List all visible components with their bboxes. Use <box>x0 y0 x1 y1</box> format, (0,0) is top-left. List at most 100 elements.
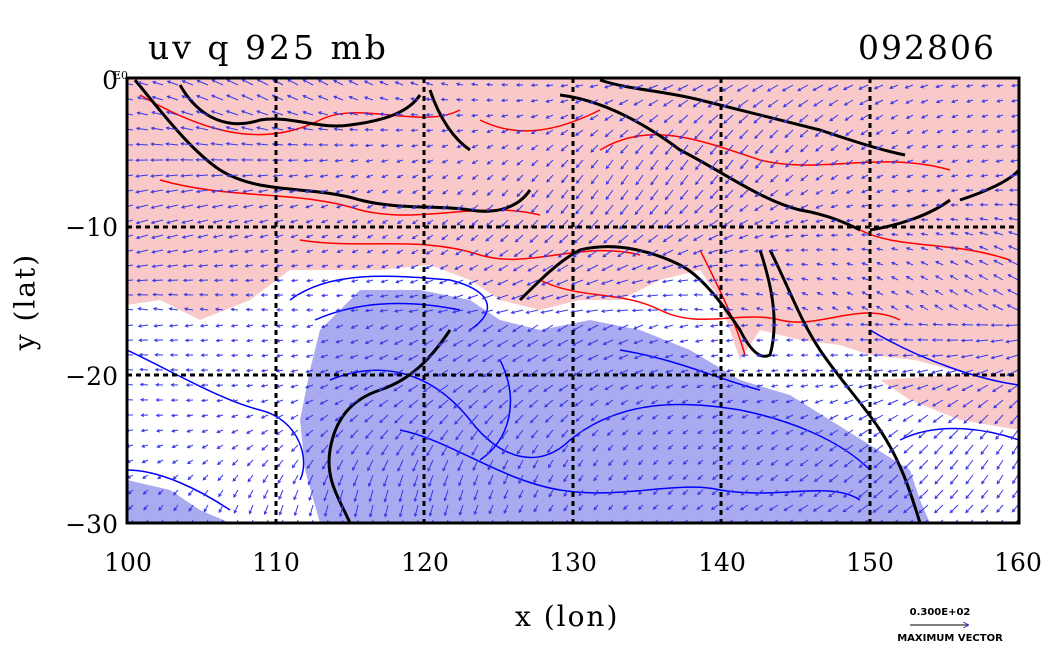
wind-vector-head <box>861 189 865 194</box>
wind-vector <box>891 262 899 266</box>
wind-vector-head <box>560 115 565 119</box>
wind-vector <box>561 84 569 87</box>
wind-vector-head <box>468 266 473 271</box>
wind-vector <box>771 459 779 466</box>
wind-vector <box>800 459 809 467</box>
wind-vector-head <box>623 491 627 496</box>
wind-vector <box>723 114 734 124</box>
wind-vector <box>903 429 914 438</box>
wind-vector-head <box>616 267 621 271</box>
wind-vector-head <box>292 480 297 485</box>
wind-vector-head <box>516 177 521 182</box>
wind-vector-head <box>322 465 326 470</box>
wind-vector-head <box>693 307 698 312</box>
wind-vector-head <box>706 87 711 92</box>
wind-vector-head <box>501 145 506 150</box>
wind-vector-head <box>240 110 245 114</box>
wind-vector-head <box>170 367 175 372</box>
wind-vector <box>847 306 854 311</box>
wind-vector-head <box>858 416 863 421</box>
wind-vector-head <box>290 354 295 358</box>
wind-vector <box>786 399 794 403</box>
wind-vector-head <box>350 189 355 194</box>
wind-vector-head <box>621 416 626 421</box>
wind-vector-head <box>736 88 741 92</box>
wind-vector <box>335 369 344 374</box>
wind-vector <box>635 144 644 154</box>
wind-vector-head <box>603 356 608 360</box>
wind-vector <box>844 444 854 452</box>
wind-vector-head <box>307 481 312 486</box>
wind-vector <box>261 429 269 435</box>
wind-vector-head <box>379 96 384 101</box>
wind-vector-head <box>364 308 369 313</box>
wind-vector-head <box>245 430 250 434</box>
wind-vector <box>917 384 929 390</box>
wind-vector-head <box>917 322 922 327</box>
wind-vector-head <box>936 129 941 134</box>
wind-vector <box>907 519 914 523</box>
wind-vector-head <box>638 461 642 466</box>
wind-vector <box>798 504 809 512</box>
wind-vector <box>726 339 734 342</box>
wind-vector <box>951 84 959 88</box>
wind-vector-head <box>548 479 552 484</box>
wind-vector <box>441 98 449 101</box>
wind-vector <box>336 324 344 329</box>
wind-vector-head <box>348 402 353 406</box>
wind-vector <box>308 489 314 501</box>
wind-vector <box>151 219 164 224</box>
wind-vector-head <box>980 495 985 499</box>
wind-vector-head <box>768 119 773 124</box>
wind-vector-head <box>383 483 387 488</box>
wind-vector <box>649 114 659 123</box>
wind-vector-head <box>350 293 355 298</box>
wind-vector-head <box>241 79 246 83</box>
wind-vector-head <box>799 447 804 451</box>
wind-vector <box>963 414 974 424</box>
wind-vector-head <box>334 417 339 422</box>
wind-vector <box>548 474 554 483</box>
wind-vector-head <box>994 188 999 193</box>
wind-vector <box>816 204 824 209</box>
wind-vector-head <box>443 482 447 487</box>
wind-vector-head <box>845 175 850 180</box>
wind-vector <box>454 414 464 425</box>
wind-vector <box>725 189 734 199</box>
wind-vector-head <box>210 157 215 162</box>
wind-vector-head <box>620 181 625 186</box>
wind-vector-head <box>305 264 311 268</box>
wind-vector-head <box>754 207 759 211</box>
wind-vector-head <box>813 493 818 498</box>
wind-vector <box>259 219 269 223</box>
wind-vector-head <box>516 146 521 150</box>
wind-vector-head <box>902 353 907 358</box>
wind-vector-head <box>1011 114 1016 118</box>
wind-vector <box>528 384 539 393</box>
wind-vector <box>472 189 479 196</box>
wind-vector <box>497 294 509 300</box>
wind-vector-head <box>216 429 221 434</box>
wind-vector-head <box>545 83 550 88</box>
wind-vector <box>206 519 209 523</box>
wind-vector <box>290 204 299 208</box>
wind-vector <box>364 354 374 359</box>
wind-vector <box>561 174 569 183</box>
wind-vector-head <box>321 249 326 253</box>
wind-vector-head <box>411 452 415 457</box>
wind-vector-head <box>304 416 309 421</box>
wind-vector-head <box>697 461 702 465</box>
wind-vector <box>394 309 404 312</box>
wind-vector <box>903 489 914 499</box>
wind-vector <box>725 293 734 296</box>
wind-vector <box>709 204 719 213</box>
wind-vector-head <box>949 450 954 455</box>
wind-vector <box>999 519 1004 523</box>
wind-vector-head <box>334 370 339 374</box>
wind-vector <box>694 308 704 311</box>
wind-vector <box>903 504 914 513</box>
wind-vector-head <box>340 529 343 532</box>
wind-vector <box>127 368 134 371</box>
wind-vector <box>950 246 959 251</box>
wind-vector-head <box>785 353 790 358</box>
